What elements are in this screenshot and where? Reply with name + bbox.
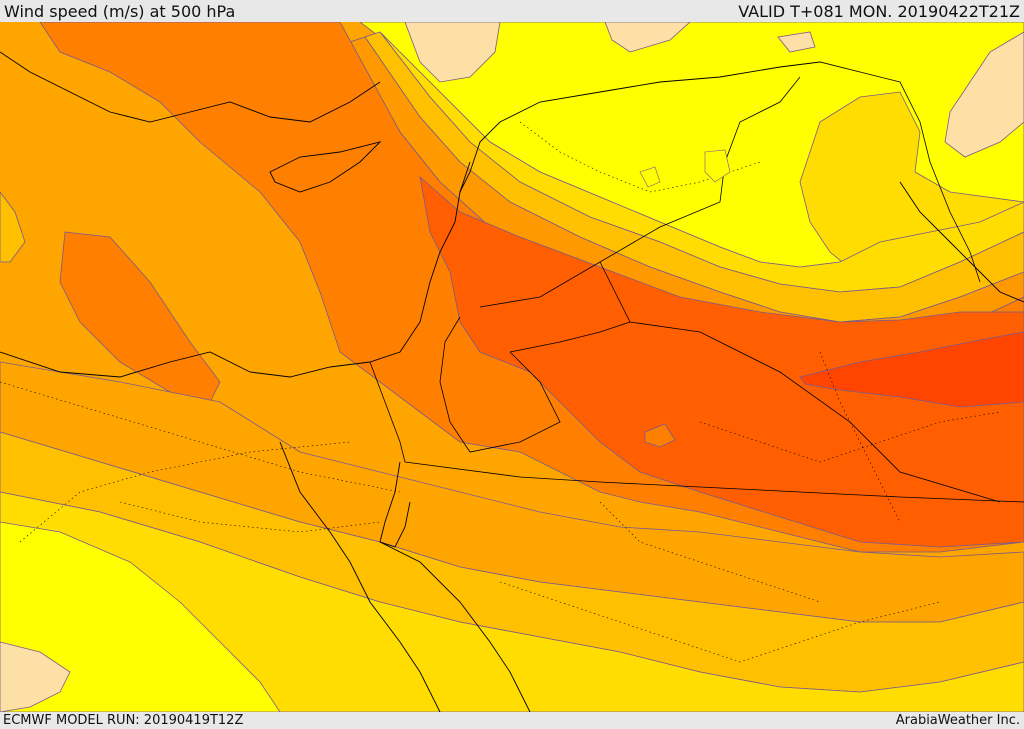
field-cream-ne <box>944 31 1024 158</box>
map-header: Wind speed (m/s) at 500 hPa VALID T+081 … <box>0 0 1024 22</box>
field-cream-sw <box>0 641 71 712</box>
field-orange-blob <box>644 423 676 448</box>
field-red-orange <box>419 175 1024 548</box>
field-gold-south <box>0 491 1024 712</box>
wind-speed-map <box>0 22 1024 712</box>
field-cream-n2 <box>604 22 691 53</box>
field-yellow-sw <box>0 521 281 712</box>
country-borders <box>369 71 1024 503</box>
region-borders <box>0 121 1001 663</box>
field-amber-w <box>0 191 26 263</box>
valid-time: VALID T+081 MON. 20190422T21Z <box>738 2 1020 21</box>
credit: ArabiaWeather Inc. <box>895 713 1020 728</box>
map-footer: ECMWF MODEL RUN: 20190419T12Z ArabiaWeat… <box>0 712 1024 729</box>
model-run: ECMWF MODEL RUN: 20190419T12Z <box>3 713 244 728</box>
field-cream-n3 <box>777 31 816 53</box>
field-red-core <box>799 331 1024 408</box>
lakes <box>639 149 731 188</box>
coastlines <box>0 51 1024 712</box>
field-cream-n1 <box>404 22 501 83</box>
map-title: Wind speed (m/s) at 500 hPa <box>4 2 236 21</box>
